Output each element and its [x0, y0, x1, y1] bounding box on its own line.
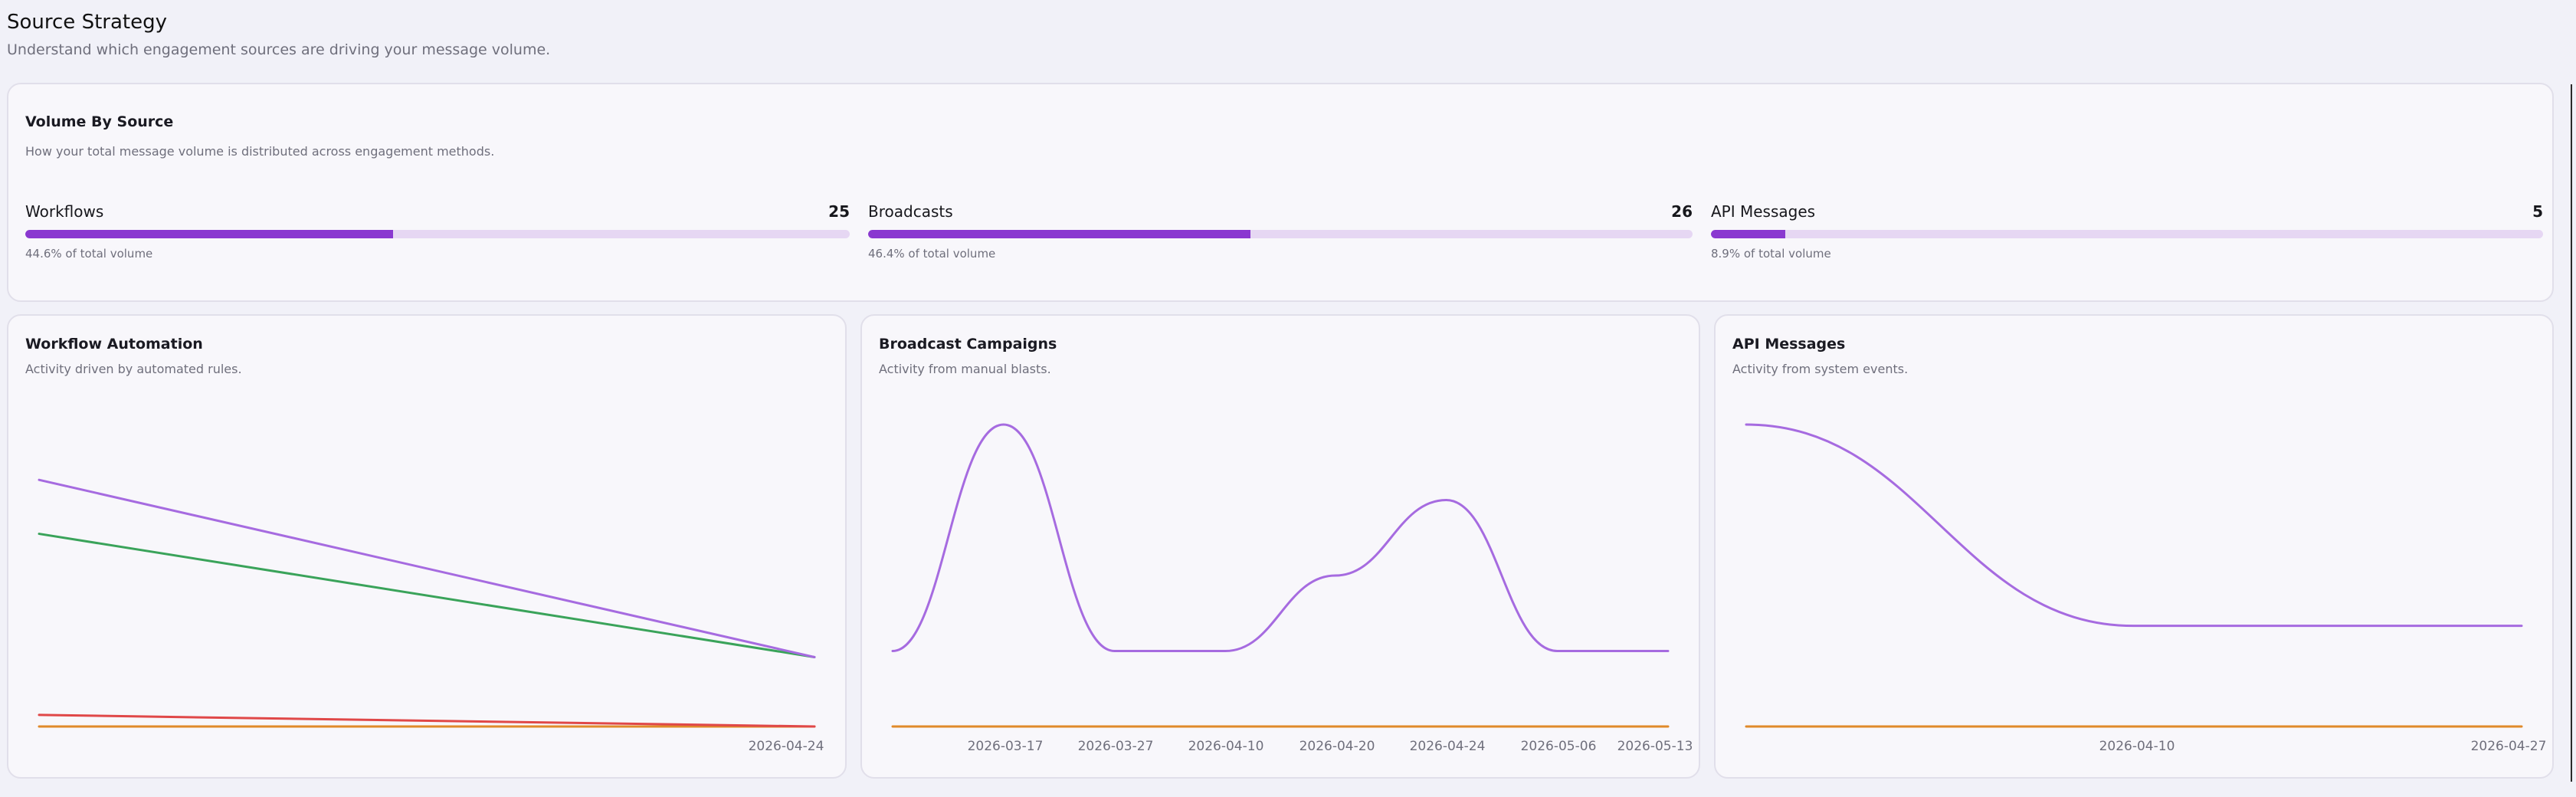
x-tick-label: 2026-04-27 [2471, 739, 2547, 754]
x-tick-label: 2026-04-10 [2099, 739, 2175, 754]
x-tick-label: 2026-04-24 [749, 739, 824, 754]
source-label: Broadcasts [868, 202, 953, 221]
x-tick-label: 2026-04-24 [1410, 739, 1486, 754]
x-tick-label: 2026-05-13 [1617, 739, 1693, 754]
chart-card-title: Workflow Automation [25, 336, 203, 353]
page-subtitle: Understand which engagement sources are … [7, 41, 551, 58]
chart-card-title: API Messages [1732, 336, 1846, 353]
series-line-0 [38, 478, 816, 658]
source-count: 26 [1671, 202, 1693, 221]
source-count: 5 [2532, 202, 2543, 221]
x-tick-label: 2026-05-06 [1521, 739, 1597, 754]
source-progress-fill [868, 230, 1251, 238]
workflow-automation-chart: 2026-04-24 [38, 478, 824, 754]
page-title: Source Strategy [7, 11, 167, 34]
source-broadcasts: Broadcasts 26 46.4% of total volume [868, 202, 1693, 264]
chart-card-title: Broadcast Campaigns [879, 336, 1057, 353]
x-tick-label: 2026-04-20 [1299, 739, 1375, 754]
source-api-messages: API Messages 5 8.9% of total volume [1711, 202, 2543, 264]
workflow-automation-card: Workflow Automation Activity driven by a… [7, 314, 847, 779]
broadcast-campaigns-card: Broadcast Campaigns Activity from manual… [860, 314, 1700, 779]
chart-card-subtitle: Activity from manual blasts. [879, 362, 1051, 376]
source-percent: 46.4% of total volume [868, 247, 996, 261]
series-line-2 [38, 713, 816, 728]
chart-card-subtitle: Activity driven by automated rules. [25, 362, 242, 376]
x-tick-label: 2026-04-10 [1188, 739, 1264, 754]
chart-card-subtitle: Activity from system events. [1732, 362, 1909, 376]
broadcast-campaigns-chart: 2026-03-17 2026-03-27 2026-04-10 2026-04-20… [891, 423, 1693, 754]
source-label: API Messages [1711, 202, 1816, 221]
series-line-0 [891, 423, 1670, 653]
source-progress-fill [1711, 230, 1785, 238]
volume-card-title: Volume By Source [25, 113, 174, 130]
source-progress-track [868, 230, 1693, 238]
source-label: Workflows [25, 202, 104, 221]
api-messages-chart: 2026-04-10 2026-04-27 [1745, 423, 2547, 754]
source-progress-track [1711, 230, 2543, 238]
source-percent: 44.6% of total volume [25, 247, 153, 261]
source-workflows: Workflows 25 44.6% of total volume [25, 202, 850, 264]
source-progress-track [25, 230, 850, 238]
window-edge [2571, 84, 2572, 782]
volume-card-subtitle: How your total message volume is distrib… [25, 144, 495, 159]
source-percent: 8.9% of total volume [1711, 247, 1831, 261]
x-tick-label: 2026-03-17 [968, 739, 1044, 754]
source-progress-fill [25, 230, 393, 238]
source-count: 25 [828, 202, 850, 221]
series-line-1 [38, 533, 816, 658]
volume-by-source-card: Volume By Source How your total message … [7, 83, 2554, 302]
x-tick-label: 2026-03-27 [1078, 739, 1154, 754]
api-messages-card: API Messages Activity from system events… [1714, 314, 2554, 779]
series-line-0 [1745, 423, 2523, 628]
